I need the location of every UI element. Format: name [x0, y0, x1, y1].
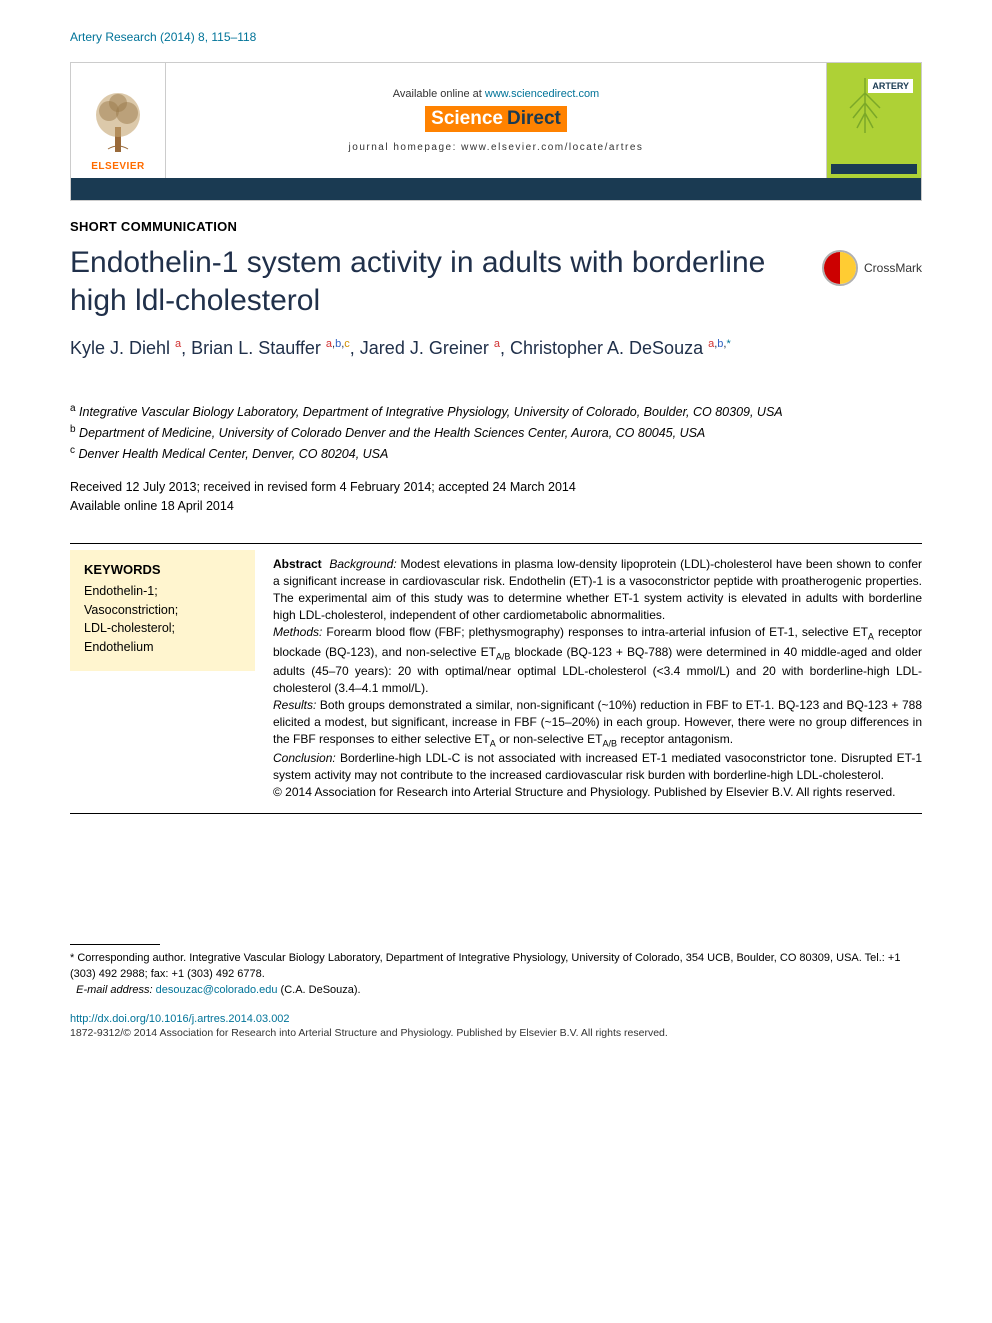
crossmark-badge[interactable]: CrossMark — [822, 250, 922, 286]
journal-homepage: journal homepage: www.elsevier.com/locat… — [349, 142, 644, 153]
elsevier-text: ELSEVIER — [91, 161, 144, 172]
available-online: Available online at www.sciencedirect.co… — [393, 88, 599, 100]
journal-cover: ARTERY — [826, 63, 921, 178]
cover-badge: ARTERY — [868, 79, 913, 93]
copyright-line: 1872-9312/© 2014 Association for Researc… — [70, 1027, 922, 1039]
keyword-item: LDL-cholesterol; — [84, 619, 241, 638]
header-dark-bar — [71, 178, 921, 200]
keyword-item: Endothelium — [84, 638, 241, 657]
affiliations: a Integrative Vascular Biology Laborator… — [70, 401, 922, 464]
article-type: SHORT COMMUNICATION — [70, 219, 922, 234]
doi-link[interactable]: http://dx.doi.org/10.1016/j.artres.2014.… — [70, 1013, 922, 1025]
corresponding-footnote: * Corresponding author. Integrative Vasc… — [70, 951, 922, 999]
footnote-rule — [70, 944, 160, 945]
keyword-item: Endothelin-1; — [84, 582, 241, 601]
authors: Kyle J. Diehl a, Brian L. Stauffer a,b,c… — [70, 335, 922, 361]
journal-header: ELSEVIER Available online at www.science… — [70, 62, 922, 201]
crossmark-label: CrossMark — [864, 261, 922, 275]
crossmark-icon — [822, 250, 858, 286]
elsevier-tree-icon — [83, 87, 153, 157]
keywords-box: KEYWORDS Endothelin-1; Vasoconstriction;… — [70, 550, 255, 671]
journal-reference: Artery Research (2014) 8, 115–118 — [70, 30, 922, 44]
keywords-heading: KEYWORDS — [84, 560, 241, 580]
abstract: Abstract Background: Modest elevations i… — [255, 550, 922, 807]
divider-top — [70, 543, 922, 544]
article-dates: Received 12 July 2013; received in revis… — [70, 478, 922, 516]
sciencedirect-link[interactable]: www.sciencedirect.com — [485, 88, 599, 100]
article-title: Endothelin-1 system activity in adults w… — [70, 244, 792, 319]
sciencedirect-logo: ScienceDirect — [425, 106, 567, 132]
elsevier-logo: ELSEVIER — [71, 63, 166, 178]
keyword-item: Vasoconstriction; — [84, 601, 241, 620]
